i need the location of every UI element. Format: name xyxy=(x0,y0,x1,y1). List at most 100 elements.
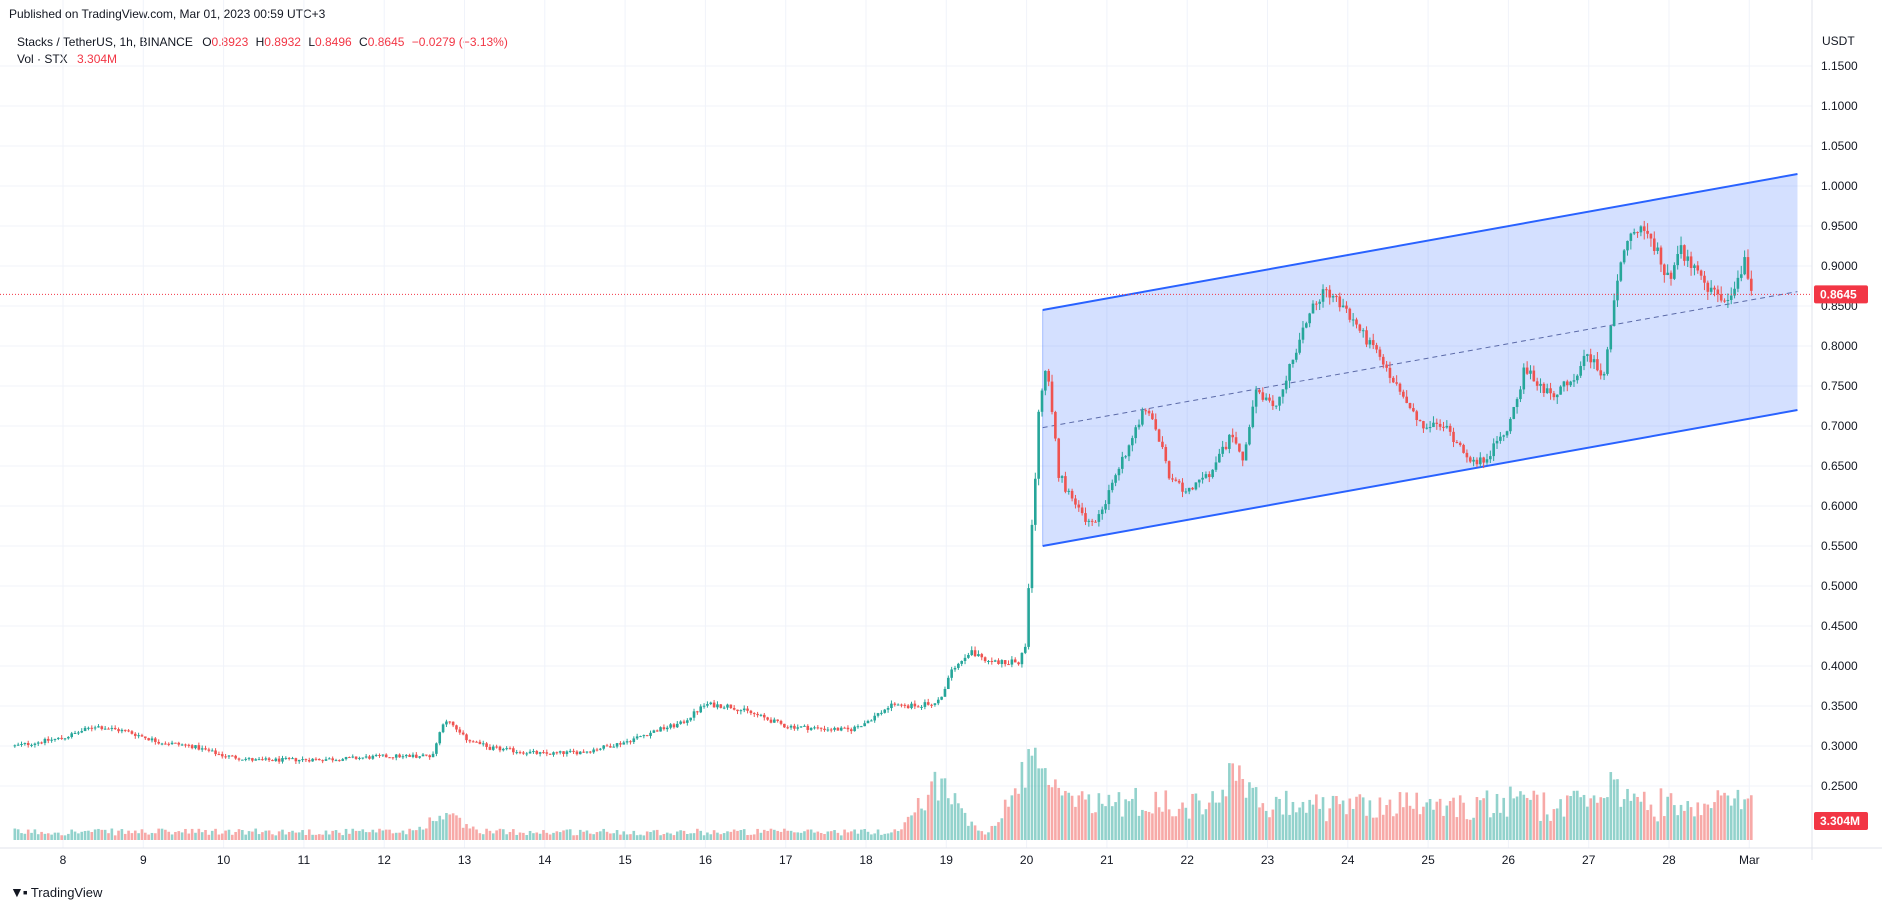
volume-bar xyxy=(518,832,522,840)
candle xyxy=(639,735,642,738)
volume-bar xyxy=(900,829,903,840)
volume-bar xyxy=(1321,797,1325,840)
candle xyxy=(642,734,646,739)
candle xyxy=(311,758,314,762)
volume-bar xyxy=(1044,768,1047,840)
volume-bar xyxy=(1050,787,1054,840)
candle xyxy=(926,698,930,706)
volume-bar xyxy=(742,829,746,840)
volume-bar xyxy=(1519,791,1522,840)
candle xyxy=(726,703,729,710)
volume-bar xyxy=(980,831,984,840)
candle xyxy=(635,733,639,740)
candle xyxy=(1482,456,1485,469)
volume-bar xyxy=(368,832,371,840)
candle xyxy=(1321,284,1325,308)
candle xyxy=(1683,244,1686,266)
candle xyxy=(1499,432,1502,444)
volume-bar xyxy=(1228,763,1231,840)
candle xyxy=(1171,473,1174,483)
tradingview-logo[interactable]: ▼▪ TradingView xyxy=(10,884,102,900)
candle xyxy=(170,740,174,745)
volume-bar xyxy=(435,821,438,840)
candle xyxy=(1211,469,1214,479)
volume-bar xyxy=(80,831,84,840)
candle xyxy=(967,652,970,659)
volume-badge-label: 3.304M xyxy=(1820,814,1860,828)
candle xyxy=(100,725,104,731)
volume-bar xyxy=(271,834,274,840)
candle xyxy=(244,757,247,762)
volume-bar xyxy=(445,813,448,840)
candle xyxy=(481,740,485,747)
volume-bar xyxy=(1529,799,1532,840)
volume-bar xyxy=(187,833,191,840)
candle xyxy=(1428,421,1432,433)
candle xyxy=(1261,387,1265,402)
candle xyxy=(518,750,522,755)
candle xyxy=(1502,434,1506,442)
volume-bar xyxy=(475,829,478,840)
volume-bar xyxy=(702,835,706,840)
volume-bar xyxy=(415,830,418,840)
candle xyxy=(1214,456,1218,472)
candle xyxy=(1663,263,1666,283)
candle xyxy=(230,754,234,757)
candle xyxy=(1013,657,1017,663)
volume-bar xyxy=(1355,796,1358,840)
volume-bar xyxy=(1284,790,1288,840)
candle xyxy=(1402,389,1405,399)
candle xyxy=(682,719,686,725)
volume-bar xyxy=(672,835,676,840)
volume-bar xyxy=(374,832,378,840)
candle xyxy=(729,704,733,709)
candle xyxy=(157,739,160,745)
volume-bar xyxy=(1606,797,1609,840)
volume-bar xyxy=(508,831,512,840)
candle xyxy=(1137,419,1141,430)
volume-bar xyxy=(1542,792,1546,840)
candle xyxy=(324,756,328,761)
volume-bar xyxy=(1157,807,1161,840)
volume-bar xyxy=(1084,799,1087,840)
volume-bar xyxy=(1100,803,1104,840)
volume-bar xyxy=(1716,790,1720,840)
candle xyxy=(1371,333,1375,350)
candle xyxy=(706,701,709,708)
candle xyxy=(1442,421,1445,432)
candle xyxy=(756,711,759,718)
volume-bar xyxy=(1609,772,1613,840)
candle xyxy=(973,646,977,658)
candle xyxy=(224,753,227,759)
volume-bar xyxy=(866,831,870,840)
volume-bar xyxy=(542,830,545,840)
volume-bar xyxy=(1274,796,1278,840)
volume-bar xyxy=(1231,763,1235,840)
volume-bar xyxy=(1204,809,1208,840)
candle xyxy=(963,654,967,665)
volume-bar xyxy=(281,829,284,840)
candle xyxy=(210,748,214,752)
candle xyxy=(512,746,515,755)
candle xyxy=(542,750,545,754)
volume-bar xyxy=(936,800,940,840)
candle xyxy=(789,724,793,730)
candle xyxy=(883,708,887,714)
volume-bar xyxy=(806,829,810,840)
candle xyxy=(916,704,920,708)
time-tick-label: 20 xyxy=(1020,853,1034,867)
volume-bar xyxy=(314,834,318,840)
volume-bar xyxy=(562,830,565,840)
candle xyxy=(696,710,699,715)
volume-bar xyxy=(1555,808,1559,840)
volume-bar xyxy=(267,830,271,840)
candle xyxy=(572,748,575,755)
volume-bars xyxy=(13,747,1753,840)
candle xyxy=(150,736,154,743)
volume-bar xyxy=(1151,813,1154,840)
volume-bar xyxy=(1294,812,1298,840)
candle xyxy=(117,727,120,734)
volume-bar xyxy=(100,829,104,840)
candle xyxy=(321,759,324,764)
